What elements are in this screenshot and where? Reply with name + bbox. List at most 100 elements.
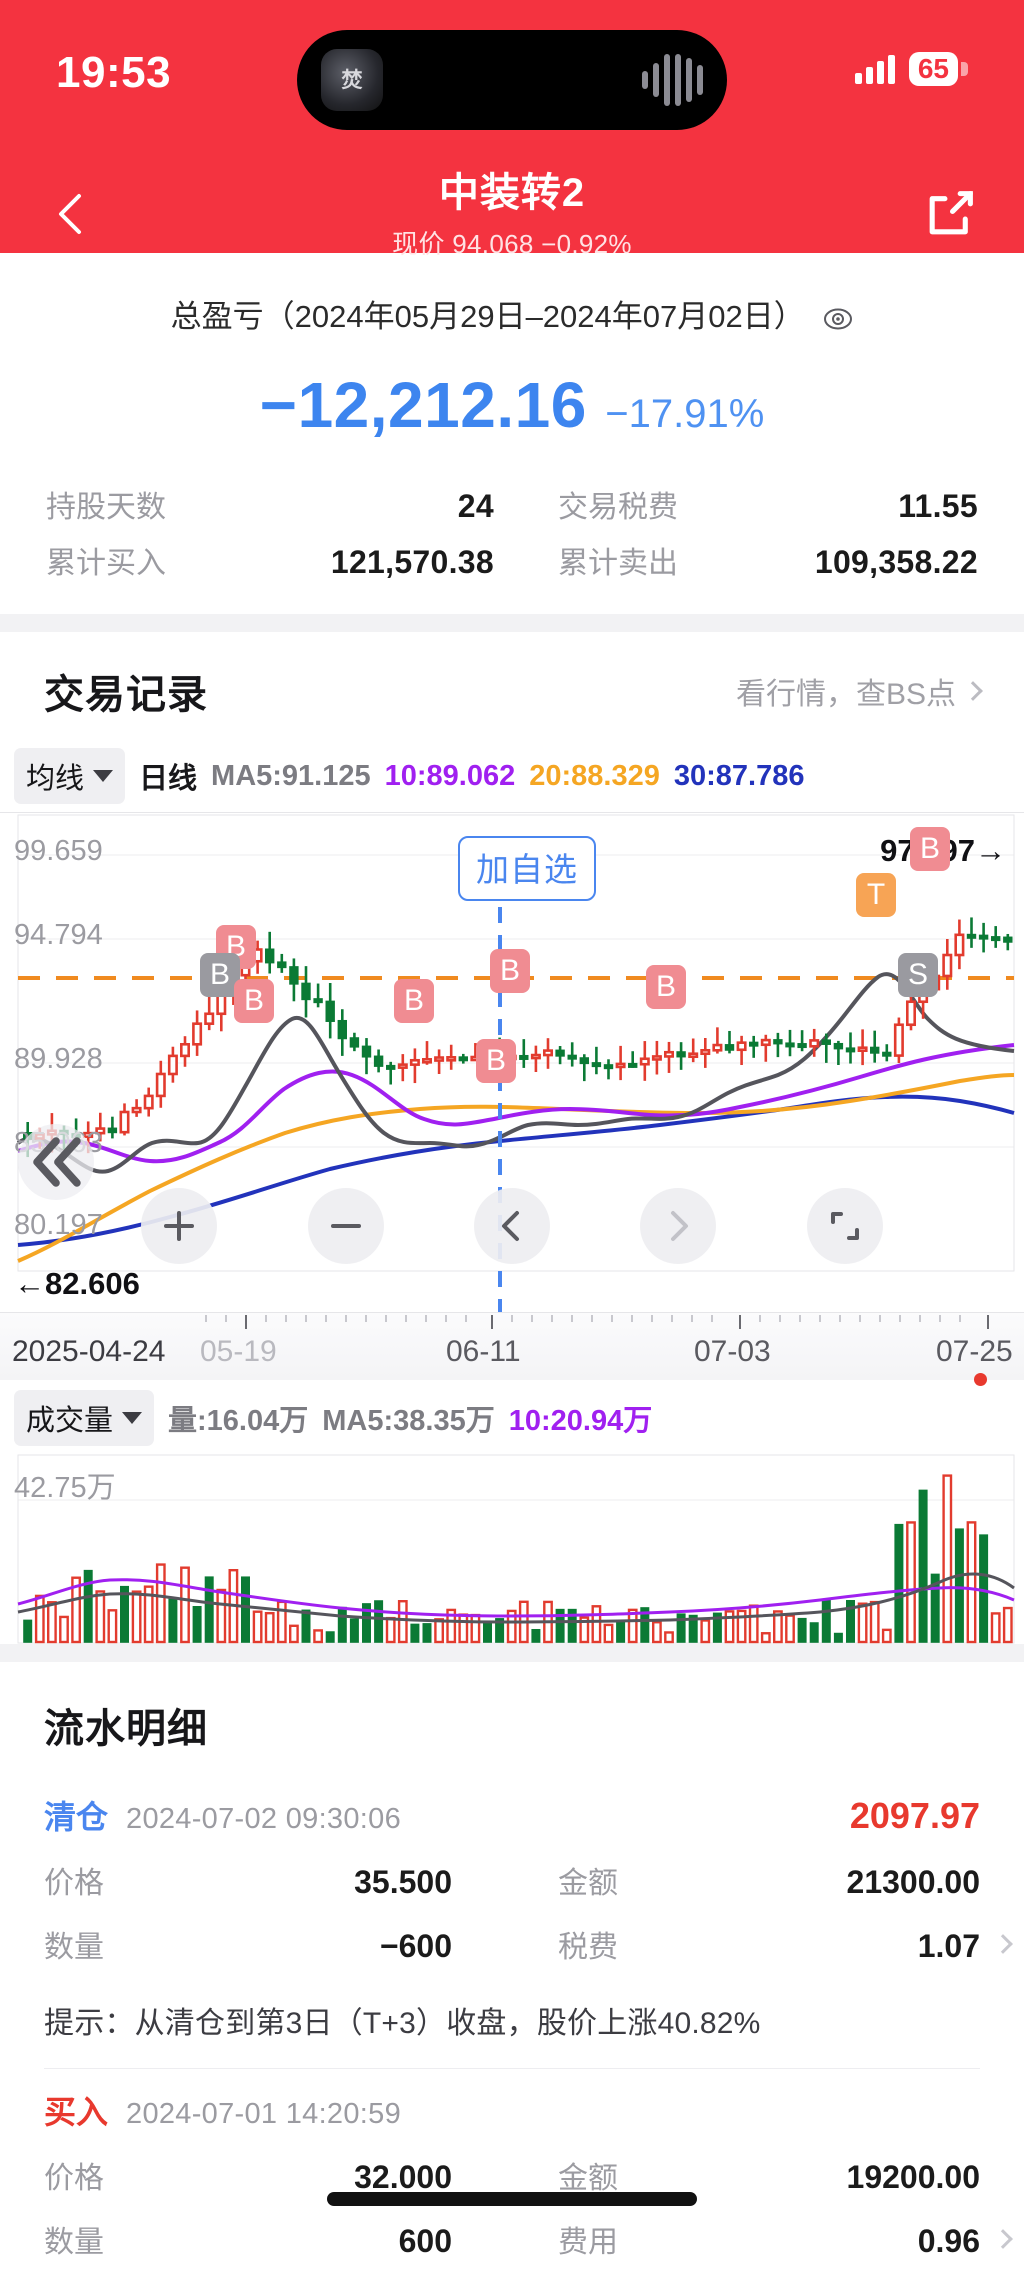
pan-left-button[interactable] [473, 1188, 550, 1264]
x-tick-4: 07-25 [936, 1335, 1013, 1368]
metric-total-sell: 累计卖出 109,358.22 [512, 532, 1024, 588]
battery-level-label: 65 [908, 52, 958, 87]
marker-buy[interactable]: B [234, 979, 274, 1023]
x-tick-2: 06-11 [446, 1335, 521, 1368]
y-tick-2: 89.928 [14, 1043, 103, 1075]
record-time: 2024-07-02 09:30:06 [126, 1803, 401, 1835]
field-value: 0.96 [917, 2223, 980, 2259]
pnl-title-row: 总盈亏（2024年05月29日–2024年07月02日） [0, 291, 1024, 338]
indicator-selector-label: 均线 [26, 763, 85, 795]
marker-today[interactable]: T [856, 873, 896, 917]
home-indicator [327, 2192, 697, 2206]
field-label: 价格 [44, 2162, 104, 2195]
marker-buy[interactable]: B [646, 965, 686, 1009]
back-button[interactable] [42, 186, 98, 242]
y-tick-4: 80.197 [14, 1209, 103, 1241]
trade-record-section: 交易记录 看行情，查BS点 均线 日线 MA5:91.125 10:89.062… [0, 632, 1024, 1644]
marker-buy[interactable]: B [476, 1039, 516, 1083]
add-watchlist-tag[interactable]: 加自选 [458, 836, 596, 901]
quotes-bs-link[interactable]: 看行情，查BS点 [736, 669, 983, 713]
pnl-amount: −12,212.16 [259, 369, 587, 441]
metric-value: 109,358.22 [814, 544, 978, 580]
metric-label: 交易税费 [558, 491, 678, 524]
flow-detail-title: 流水明细 [44, 1707, 208, 1751]
trade-record-title: 交易记录 [44, 673, 208, 717]
record-field-price: 价格 35.500 [44, 1848, 512, 1912]
x-tick-1: 05-19 [200, 1335, 277, 1368]
ma30-label: 30:87.786 [673, 759, 805, 792]
x-tick-0: 2025-04-24 [12, 1335, 166, 1368]
field-label: 数量 [44, 2226, 104, 2259]
record-field-tax: 税费 1.07 [512, 1912, 1013, 1976]
field-label: 价格 [44, 1867, 104, 1900]
ma5-label: MA5:91.125 [211, 759, 371, 792]
signal-bars-icon [854, 54, 895, 85]
kline-chart[interactable]: 99.659 94.794 89.928 85.063 80.197 97.49… [0, 812, 1024, 1313]
field-value: 21300.00 [846, 1864, 980, 1900]
record-field-fee: 费用 0.96 [512, 2207, 1013, 2271]
field-value: 32.000 [354, 2159, 452, 2195]
expand-icon [830, 1212, 859, 1240]
record-type-badge: 清仓 [44, 1799, 109, 1835]
dynamic-island[interactable]: 焚 [297, 30, 727, 130]
flow-record-header: 买入 2024-07-01 14:20:59 [44, 2073, 980, 2143]
volume-canvas [17, 1454, 1015, 1644]
zoom-out-button[interactable] [307, 1188, 384, 1264]
field-label: 金额 [558, 1867, 618, 1900]
flow-record[interactable]: 清仓 2024-07-02 09:30:06 2097.97 价格 35.500… [0, 1774, 1024, 2068]
volume-value-label: 量:16.04万 [168, 1405, 309, 1437]
current-price-label: 现价 94.068 −0.92% [392, 229, 632, 259]
field-value: −600 [379, 1928, 452, 1964]
flow-record[interactable]: 买入 2024-07-01 14:20:59 价格 32.000 金额 1920… [0, 2069, 1024, 2271]
record-fields: 价格 35.500 金额 21300.00 数量 −600 税费 1.07 [44, 1848, 1013, 1976]
marker-buy[interactable]: B [394, 979, 434, 1023]
chart-x-axis: 2025-04-24 05-19 06-11 07-03 07-25 [0, 1312, 1024, 1386]
battery-cap-icon [961, 62, 968, 77]
metric-total-buy: 累计买入 121,570.38 [0, 532, 512, 588]
volume-selector-label: 成交量 [26, 1405, 114, 1437]
chevron-left-icon [501, 1211, 519, 1241]
caret-down-icon [122, 1412, 143, 1424]
marker-buy-gray[interactable]: B [200, 953, 240, 997]
metric-label: 累计卖出 [558, 547, 678, 580]
section-gap [0, 614, 1024, 632]
record-field-amount: 金额 19200.00 [512, 2143, 980, 2207]
record-field-amount: 金额 21300.00 [512, 1848, 980, 1912]
record-time: 2024-07-01 14:20:59 [126, 2098, 401, 2130]
app-glyph-icon: 焚 [321, 49, 383, 111]
chart-controls [0, 1188, 1024, 1264]
caret-down-icon [93, 770, 114, 782]
record-type-badge: 买入 [44, 2094, 109, 2130]
pnl-summary-card: 总盈亏（2024年05月29日–2024年07月02日） −12,212.16 … [0, 253, 1024, 614]
flow-detail-header: 流水明细 [0, 1662, 1024, 1774]
metric-trade-tax: 交易税费 11.55 [512, 476, 1024, 532]
volume-chart[interactable]: 42.75万 [0, 1454, 1024, 1644]
record-fields: 价格 32.000 金额 19200.00 数量 600 费用 0.96 [44, 2143, 1013, 2271]
chart-period-label: 日线 [139, 763, 198, 795]
marker-sell[interactable]: S [898, 953, 938, 997]
record-field-price: 价格 32.000 [44, 2143, 512, 2207]
zoom-in-button[interactable] [141, 1188, 218, 1264]
pan-right-button[interactable] [640, 1188, 717, 1264]
share-button[interactable] [922, 186, 978, 242]
double-chevron-left-icon [33, 1137, 81, 1187]
volume-selector[interactable]: 成交量 [14, 1390, 155, 1446]
today-dot-icon [974, 1373, 987, 1386]
plus-icon [164, 1211, 195, 1241]
status-clock: 19:53 [56, 48, 172, 97]
battery-indicator: 65 [908, 52, 968, 87]
field-label: 金额 [558, 2162, 618, 2195]
chevron-right-icon [671, 1211, 689, 1241]
indicator-selector[interactable]: 均线 [14, 748, 126, 804]
minus-icon [330, 1224, 361, 1228]
record-field-quantity: 数量 −600 [44, 1912, 512, 1976]
pnl-percent: −17.91% [605, 392, 765, 436]
eye-icon[interactable] [823, 302, 853, 338]
marker-buy[interactable]: B [910, 827, 950, 871]
pan-fast-left-button[interactable] [18, 1124, 94, 1200]
chevron-right-icon[interactable] [993, 1934, 1013, 1954]
chevron-right-icon[interactable] [993, 2229, 1013, 2249]
fullscreen-button[interactable] [806, 1188, 883, 1264]
record-tip: 提示：从清仓到第3日（T+3）收盘，股价上涨40.82% [44, 2007, 761, 2040]
marker-buy[interactable]: B [490, 949, 530, 993]
